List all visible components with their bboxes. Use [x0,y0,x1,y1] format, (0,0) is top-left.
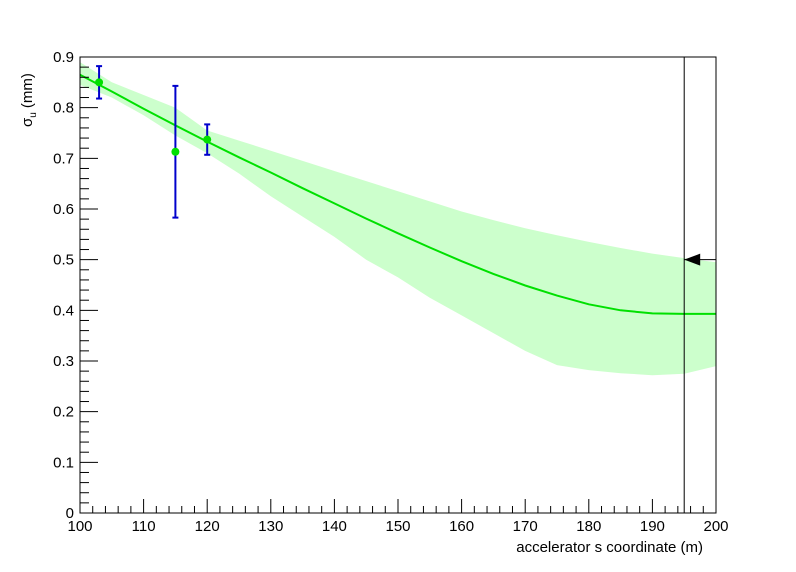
y-axis-label-symbol: σ [19,117,36,127]
x-axis-label: accelerator s coordinate (m) [516,539,703,556]
y-tick-label: 0.3 [53,353,74,370]
y-axis-label-subscript: u [28,112,39,118]
x-tick-label: 130 [258,518,283,535]
y-tick-label: 0.4 [53,302,74,319]
y-tick-label: 0.1 [53,454,74,471]
x-tick-label: 110 [132,518,156,535]
data-point [203,135,212,144]
y-tick-label: 0.2 [53,404,74,421]
y-tick-label: 0.7 [53,150,74,167]
axes-layer: 100 110 120 130 140 150 160 170 180 190 200 0 0.1 0.2… [53,49,728,535]
y-axis-label-unit: (mm) [19,73,36,108]
x-tick-label: 150 [385,518,410,535]
y-tick-label: 0.8 [53,100,74,117]
arrow-marker-head [684,253,701,266]
fit-curve-line [79,73,716,315]
y-tick-label: 0 [66,505,74,522]
x-tick-label: 190 [640,518,665,535]
x-tick-label: 160 [449,518,474,535]
plot-frame [79,56,717,514]
plot-layer [79,57,716,513]
x-tick-label: 100 [67,518,92,535]
x-tick-label: 120 [195,518,220,535]
confidence-band [80,62,716,376]
y-tick-label: 0.9 [53,49,74,66]
x-tick-label: 140 [322,518,347,535]
y-tick-label: 0.5 [53,252,74,269]
x-tick-label: 170 [513,518,538,535]
data-point [95,78,104,87]
data-point [171,147,180,156]
y-axis-label: σu (mm) [19,73,39,127]
y-tick-label: 0.6 [53,201,74,218]
x-tick-label: 180 [576,518,601,535]
x-tick-label: 200 [703,518,728,535]
